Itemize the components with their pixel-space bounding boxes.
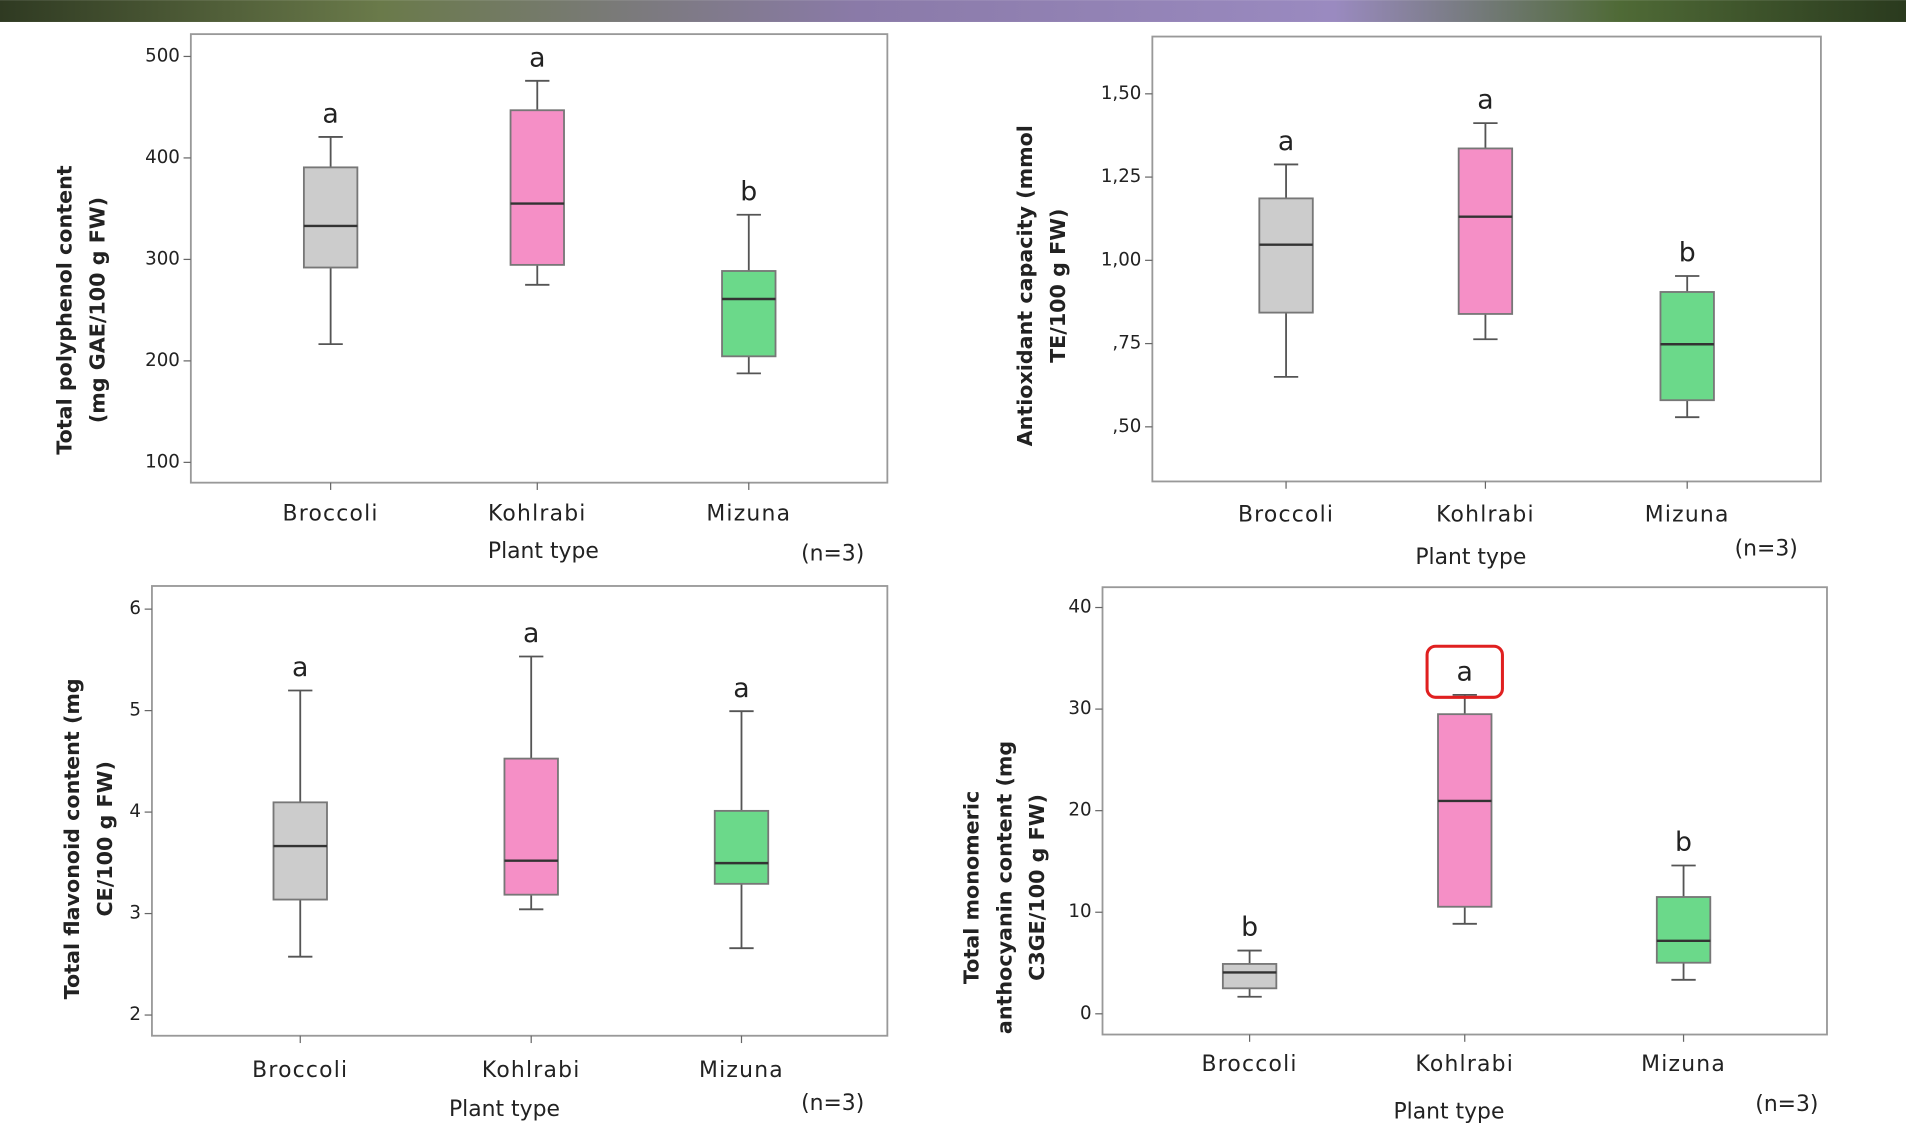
box	[1657, 897, 1710, 963]
x-tick-label: Mizuna	[1645, 502, 1730, 527]
y-tick-label: 3	[129, 903, 141, 924]
x-tick-label: Broccoli	[1201, 1052, 1297, 1077]
significance-letter: b	[1679, 238, 1696, 269]
box	[1223, 964, 1276, 988]
y-label-line: (mg GAE/100 g FW)	[85, 197, 109, 423]
x-tick-label: Broccoli	[283, 501, 379, 526]
significance-letter: a	[733, 673, 749, 704]
x-tick-label: Mizuna	[706, 501, 791, 526]
y-tick-label: 1,00	[1101, 249, 1142, 270]
y-tick-label: 6	[129, 598, 141, 619]
y-tick-label: ,75	[1112, 333, 1141, 354]
box	[1438, 714, 1491, 907]
y-label-line: CE/100 g FW)	[93, 761, 117, 916]
y-label: Total polyphenol content (mg GAE/100 g FW…	[53, 165, 110, 455]
y-label-line: Total polyphenol content	[53, 165, 77, 455]
note: (n=3)	[801, 541, 864, 566]
y-tick-label: 2	[129, 1004, 141, 1025]
y-tick-label: 500	[145, 45, 180, 66]
x-tick-label: Broccoli	[252, 1058, 348, 1083]
x-tick-label: Kohlrabi	[488, 501, 587, 526]
box	[1459, 148, 1512, 314]
x-tick-label: Kohlrabi	[482, 1058, 581, 1083]
x-label: Plant type	[449, 1097, 560, 1122]
y-label-line: Antioxidant capacity (mmol	[1013, 125, 1037, 446]
y-tick-label: 10	[1068, 901, 1091, 922]
y-tick-label: 1,25	[1101, 166, 1142, 187]
note: (n=3)	[1735, 537, 1798, 562]
significance-letter: a	[523, 618, 539, 649]
box	[715, 811, 768, 884]
y-tick-label: 5	[129, 700, 141, 721]
significance-letter: a	[1457, 656, 1473, 687]
significance-letter: a	[1477, 85, 1493, 116]
y-label-line: TE/100 g FW)	[1046, 209, 1070, 363]
significance-letter: b	[1241, 912, 1258, 943]
y-tick-label: 0	[1080, 1003, 1092, 1024]
x-tick-label: Broccoli	[1238, 502, 1334, 527]
y-label-line: Total monomeric	[959, 791, 983, 984]
box	[511, 110, 564, 265]
y-tick-label: 1,50	[1101, 83, 1142, 104]
y-tick-label: 30	[1068, 698, 1091, 719]
x-label: Plant type	[1393, 1099, 1504, 1124]
box	[1660, 292, 1713, 400]
box	[1259, 198, 1312, 312]
figure: 100200300400500Total polyphenol content(…	[0, 0, 1906, 1127]
y-tick-label: 40	[1068, 597, 1091, 618]
y-tick-label: 300	[145, 248, 180, 269]
x-label: Plant type	[1415, 545, 1526, 570]
box	[274, 802, 327, 899]
significance-letter: b	[740, 176, 757, 207]
x-tick-label: Kohlrabi	[1436, 502, 1535, 527]
y-label: Total monomeric anthocyanin content (mg C3…	[959, 741, 1049, 1034]
significance-letter: a	[292, 652, 308, 683]
x-tick-label: Kohlrabi	[1415, 1052, 1514, 1077]
y-tick-label: 400	[145, 147, 180, 168]
y-label-line: Total flavonoid content (mg	[60, 678, 84, 999]
box	[504, 759, 557, 895]
y-label-line: anthocyanin content (mg	[992, 741, 1016, 1034]
note: (n=3)	[1755, 1092, 1818, 1117]
y-tick-label: 100	[145, 451, 180, 472]
box	[304, 167, 357, 267]
y-label: Total flavonoid content (mg CE/100 g FW)	[60, 678, 117, 999]
box	[722, 271, 775, 356]
photo-strip	[0, 0, 1906, 22]
significance-letter: a	[529, 42, 545, 73]
y-tick-label: 200	[145, 350, 180, 371]
y-tick-label: 20	[1068, 800, 1091, 821]
x-tick-label: Mizuna	[699, 1058, 784, 1083]
note: (n=3)	[801, 1091, 864, 1116]
x-label: Plant type	[488, 539, 599, 564]
y-label-line: C3GE/100 g FW)	[1025, 794, 1049, 981]
y-tick-label: 4	[129, 801, 141, 822]
y-tick-label: ,50	[1112, 416, 1141, 437]
x-tick-label: Mizuna	[1641, 1052, 1726, 1077]
significance-letter: a	[322, 99, 338, 130]
y-label: Antioxidant capacity (mmol TE/100 g FW)	[1013, 125, 1070, 446]
significance-letter: a	[1278, 126, 1294, 157]
significance-letter: b	[1675, 827, 1692, 858]
